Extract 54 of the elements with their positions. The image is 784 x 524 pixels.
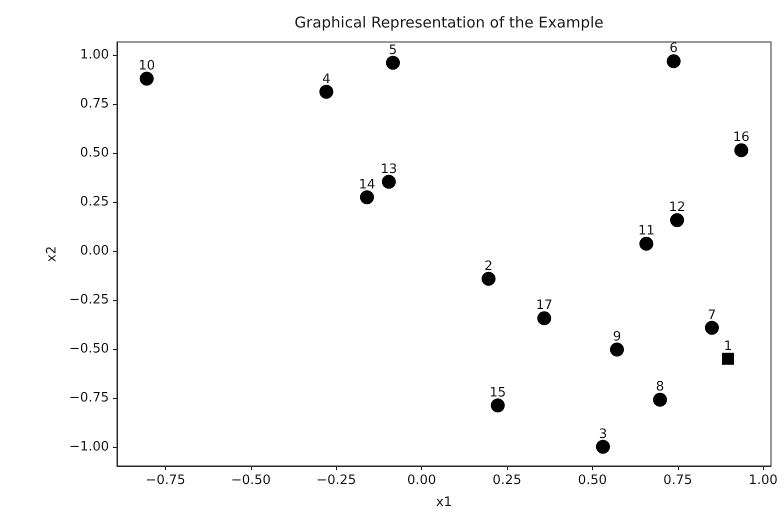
annotation: 17: [536, 298, 553, 314]
point: [537, 311, 552, 326]
point: [670, 213, 684, 228]
point: [639, 236, 654, 251]
x-tick-label: 0.50: [578, 473, 607, 488]
annotation: 9: [612, 330, 622, 345]
y-tick-label: −0.25: [69, 292, 109, 308]
point: [482, 272, 496, 286]
y-tick-label: 0.75: [80, 96, 109, 112]
annotation: 5: [388, 42, 398, 58]
annotation: 4: [322, 72, 330, 87]
point: [319, 84, 334, 99]
annotation: 7: [708, 308, 716, 323]
annotation: 8: [656, 380, 664, 395]
annotation: 2: [484, 258, 493, 274]
point: [596, 440, 610, 454]
annotation: 15: [490, 385, 506, 400]
x-tick-label: 1.00: [748, 473, 778, 488]
x-tick-label: −0.50: [230, 473, 271, 488]
point: [653, 392, 668, 407]
y-tick-label: −0.50: [69, 341, 109, 356]
annotation: 10: [138, 58, 155, 74]
x-tick-label: 0.25: [492, 473, 522, 488]
y-axis-title: x2: [44, 246, 60, 262]
annotation: 12: [668, 200, 686, 216]
y-tick-label: 0.50: [80, 145, 109, 160]
annotation: 13: [380, 162, 398, 177]
y-tick-label: 0.00: [80, 243, 109, 258]
annotation: 6: [670, 41, 678, 56]
chart-title: Graphical Representation of the Example: [294, 14, 604, 32]
y-tick-label: 0.25: [80, 194, 109, 210]
x-tick-label: −0.75: [146, 473, 186, 488]
point: [140, 72, 154, 86]
x-tick-label: 0.00: [407, 473, 436, 488]
annotation: 14: [358, 177, 376, 192]
y-tick-label: 1.00: [80, 47, 109, 62]
point: [386, 56, 400, 70]
annotation: 3: [598, 426, 608, 442]
point: [734, 143, 748, 158]
point: [722, 352, 734, 365]
x-axis-title: x1: [436, 495, 452, 510]
annotation: 1: [724, 338, 732, 354]
point: [360, 190, 374, 204]
point: [666, 54, 681, 68]
point: [610, 342, 624, 357]
annotation: 16: [733, 130, 750, 146]
y-tick-label: −0.75: [69, 390, 109, 406]
point: [704, 320, 719, 335]
point: [382, 174, 396, 189]
x-tick-label: −0.25: [316, 473, 356, 488]
x-tick-label: 0.75: [663, 473, 692, 488]
annotation: 11: [638, 224, 655, 239]
point: [490, 398, 505, 412]
y-tick-label: −1.00: [69, 439, 109, 454]
